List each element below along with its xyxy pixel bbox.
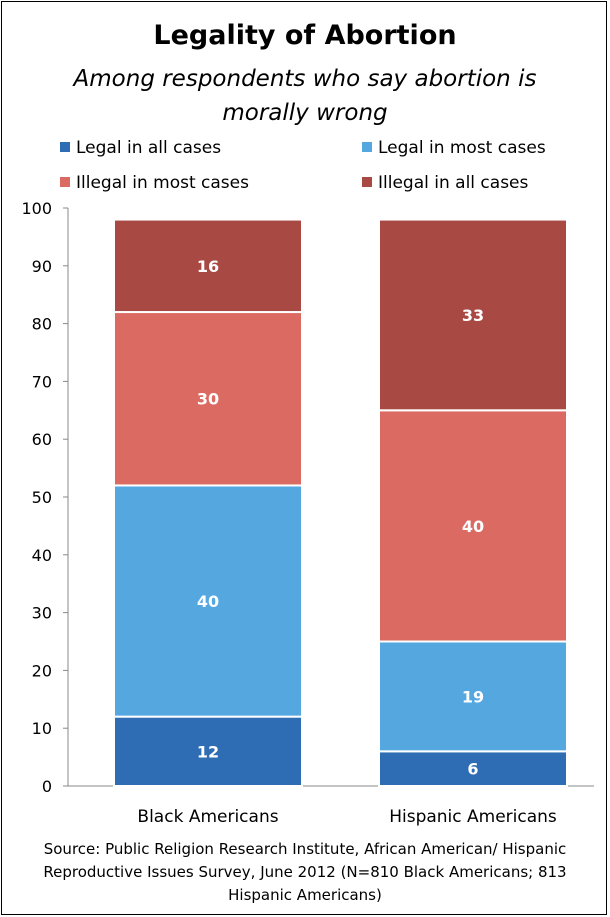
data-label: 19 — [462, 687, 484, 706]
x-category-label: Hispanic Americans — [389, 807, 557, 827]
legend-item-illegal-most: Illegal in most cases — [60, 173, 249, 193]
data-label: 30 — [197, 390, 219, 409]
source-note: Source: Public Religion Research Institu… — [43, 840, 567, 904]
bar-segment — [113, 715, 303, 788]
bar-segment — [378, 409, 568, 643]
legend-label-legal-most: Legal in most cases — [378, 138, 546, 158]
legend-swatch-legal-all — [60, 142, 70, 152]
y-tick-label: 80 — [32, 315, 52, 334]
legend-swatch-illegal-all — [362, 177, 372, 187]
legend-item-legal-most: Legal in most cases — [362, 138, 546, 158]
legend-swatch-illegal-most — [60, 177, 70, 187]
legend-swatch-legal-most — [362, 142, 372, 152]
y-tick-label: 10 — [32, 719, 52, 738]
chart-title: Legality of Abortion — [153, 20, 457, 51]
legend-item-legal-all: Legal in all cases — [60, 138, 221, 158]
data-label: 12 — [197, 742, 219, 761]
legend-label-illegal-most: Illegal in most cases — [76, 173, 249, 193]
y-tick-label: 50 — [32, 488, 52, 507]
y-tick-label: 40 — [32, 546, 52, 565]
bar-segment — [113, 218, 303, 314]
legend-item-illegal-all: Illegal in all cases — [362, 173, 528, 193]
bar-segment — [113, 484, 303, 718]
bar-segment — [378, 218, 568, 412]
legend-label-illegal-all: Illegal in all cases — [378, 173, 529, 193]
bar-segment — [378, 640, 568, 753]
y-tick-label: 100 — [21, 199, 52, 218]
y-tick-label: 60 — [32, 430, 52, 449]
data-label: 40 — [197, 592, 219, 611]
x-category-label: Black Americans — [137, 807, 278, 827]
data-label: 6 — [467, 760, 478, 779]
y-tick-label: 90 — [32, 257, 52, 276]
y-tick-label: 70 — [32, 372, 52, 391]
y-tick-label: 30 — [32, 604, 52, 623]
y-tick-label: 20 — [32, 661, 52, 680]
data-label: 40 — [462, 517, 484, 536]
chart-subtitle: Among respondents who say abortion is mo… — [73, 66, 537, 126]
data-label: 16 — [197, 257, 219, 276]
legend-label-legal-all: Legal in all cases — [76, 138, 222, 158]
y-tick-label: 0 — [42, 777, 52, 796]
data-label: 33 — [462, 306, 484, 325]
